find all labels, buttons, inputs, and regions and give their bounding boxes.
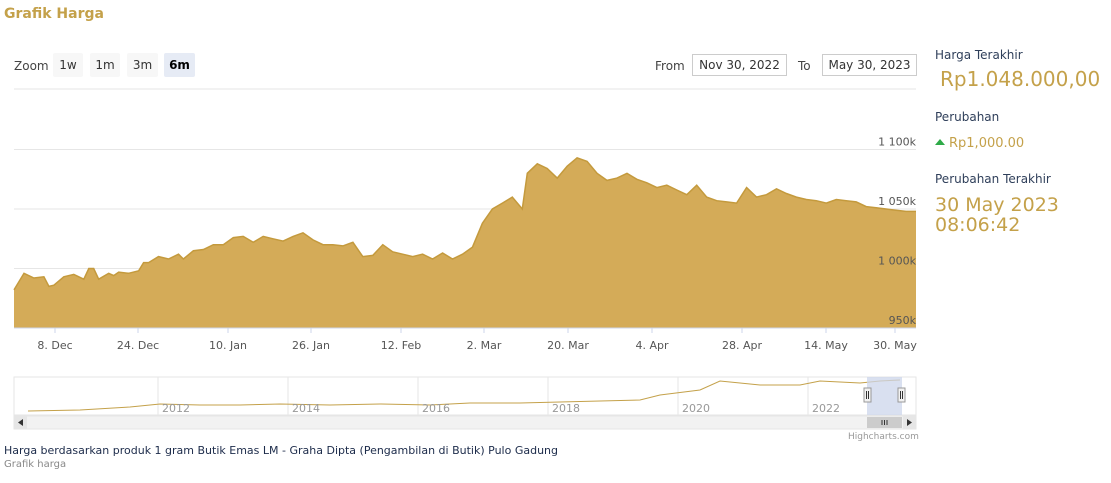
arrow-right-icon [907,419,912,426]
navigator-tick-label: 2014 [292,402,320,415]
y-tick-label: 1 100k [878,136,916,149]
navigator-tick-label: 2018 [552,402,580,415]
change-label: Perubahan [935,110,1000,124]
x-tick-label: 28. Apr [722,339,762,352]
navigator-tick-label: 2020 [682,402,710,415]
arrow-left-icon [18,419,23,426]
from-date-input[interactable]: Nov 30, 2022 [692,54,787,76]
navigator-tick-label: 2022 [812,402,840,415]
up-arrow-icon [935,139,945,145]
last-change-label: Perubahan Terakhir [935,172,1051,186]
x-tick-label: 30. May [873,339,917,352]
price-line [13,156,916,291]
x-tick-label: 12. Feb [381,339,421,352]
navigator-tick-label: 2016 [422,402,450,415]
scrollbar[interactable] [13,415,917,430]
zoom-label: Zoom [14,59,49,73]
y-tick-label: 1 050k [878,195,916,208]
navigator-series-line [27,379,901,412]
chart-subcaption: Grafik harga [4,459,67,470]
x-tick-label: 8. Dec [37,339,72,352]
navigator-frame [13,376,917,416]
navigator-left-handle[interactable] [863,387,872,403]
navigator-selected-range[interactable] [867,377,902,415]
change-value-row: Rp1,000.00 [935,136,1024,151]
y-tick-label: 1 000k [878,255,916,268]
price-chart: 950k 1 000k 1 050k 1 100k 8. Dec 24. Dec 10. … [13,88,917,430]
price-area [14,157,916,328]
scrollbar-track[interactable] [13,415,917,430]
to-date-input[interactable]: May 30, 2023 [822,54,917,76]
x-tick-label: 24. Dec [117,339,159,352]
x-tick-label: 10. Jan [209,339,247,352]
zoom-1w-button[interactable]: 1w [53,53,83,77]
credits-link[interactable]: Highcharts.com [848,432,919,442]
zoom-1m-button[interactable]: 1m [90,53,120,77]
navigator[interactable]: 2012 2014 2016 2018 2020 2022 [13,376,917,416]
x-tick-label: 14. May [804,339,848,352]
x-tick-label: 4. Apr [635,339,668,352]
zoom-6m-button[interactable]: 6m [164,53,195,77]
from-label: From [655,59,685,73]
chart-caption: Harga berdasarkan produk 1 gram Butik Em… [4,444,558,457]
change-value: Rp1,000.00 [949,136,1025,151]
zoom-3m-button[interactable]: 3m [127,53,158,77]
last-price-label: Harga Terakhir [935,48,1023,62]
page-title: Grafik Harga [4,6,104,22]
x-tick-label: 2. Mar [467,339,502,352]
x-tick-label: 26. Jan [292,339,330,352]
y-tick-label: 950k [889,314,917,327]
x-tick-label: 20. Mar [547,339,589,352]
last-change-date: 30 May 2023 [935,194,1059,216]
to-label: To [798,59,811,73]
navigator-right-handle[interactable] [897,387,906,403]
navigator-tick-label: 2012 [162,402,190,415]
last-price-value: Rp1.048.000,00 [940,67,1101,91]
last-change-time: 08:06:42 [935,214,1021,236]
